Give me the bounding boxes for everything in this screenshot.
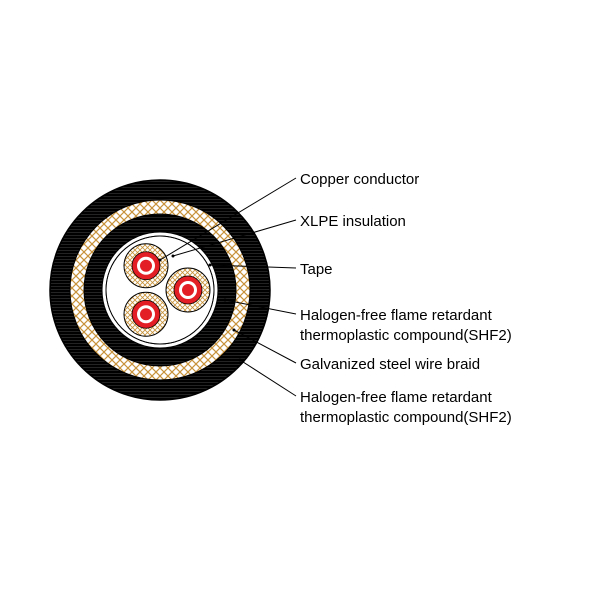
label-xlpe-insulation: XLPE insulation xyxy=(300,212,406,232)
label-galvanized-braid: Galvanized steel wire braid xyxy=(300,355,480,375)
cable-diagram xyxy=(0,0,600,600)
label-line: Copper conductor xyxy=(300,170,419,190)
label-tape: Tape xyxy=(300,260,333,280)
label-line: Halogen-free flame retardant xyxy=(300,306,512,326)
label-line: Galvanized steel wire braid xyxy=(300,355,480,375)
label-line: Tape xyxy=(300,260,333,280)
label-copper-conductor: Copper conductor xyxy=(300,170,419,190)
label-line: XLPE insulation xyxy=(300,212,406,232)
label-line: thermoplastic compound(SHF2) xyxy=(300,326,512,346)
label-shf2-inner: Halogen-free flame retardant thermoplast… xyxy=(300,306,512,345)
label-line: thermoplastic compound(SHF2) xyxy=(300,408,512,428)
label-shf2-outer: Halogen-free flame retardantthermoplasti… xyxy=(300,388,512,427)
cable-cross-section-svg xyxy=(0,0,600,600)
label-line: Halogen-free flame retardant xyxy=(300,388,512,408)
